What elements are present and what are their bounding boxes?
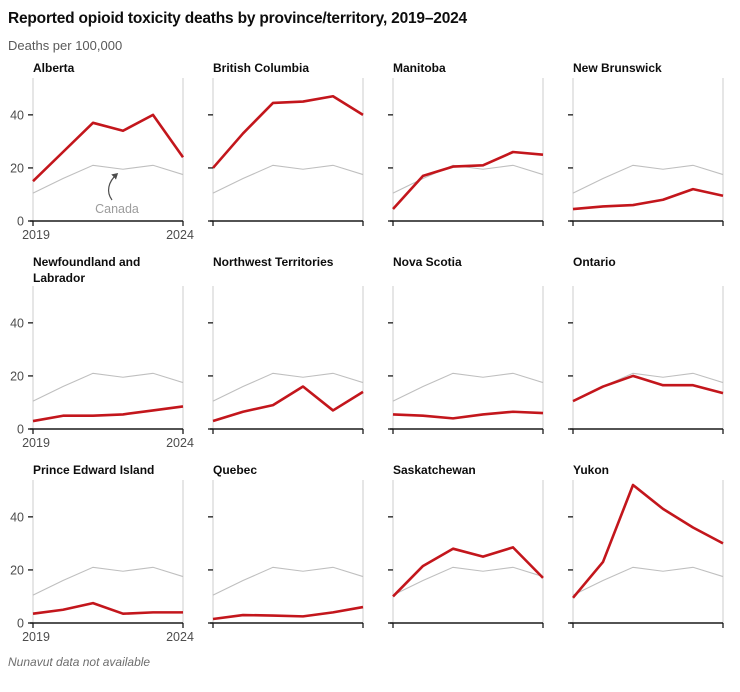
province-line xyxy=(32,113,185,183)
province-line xyxy=(392,410,544,420)
province-line xyxy=(212,385,364,423)
y-tick-label: 0 xyxy=(17,423,24,437)
panel-alberta: Alberta 0 20 40 2019 2024 Canada xyxy=(10,61,194,242)
panel-ontario: Ontario xyxy=(568,255,724,449)
panel-chart xyxy=(568,286,724,434)
x-tick-label-end: 2024 xyxy=(166,436,194,450)
canada-line xyxy=(32,372,184,402)
canada-annotation-label: Canada xyxy=(95,202,139,216)
panel-title: Northwest Territories xyxy=(213,255,334,269)
y-tick-label: 20 xyxy=(10,563,24,577)
province-line xyxy=(32,601,183,616)
province-line xyxy=(572,187,724,211)
canada-line xyxy=(32,566,184,596)
panel-chart xyxy=(208,480,364,628)
panel-title: Prince Edward Island xyxy=(33,463,155,477)
panel-title: Alberta xyxy=(33,61,75,75)
canada-line xyxy=(212,566,364,596)
panel-prince-edward-island: Prince Edward Island 0 20 40 2019 2024 xyxy=(10,463,194,644)
canada-line xyxy=(572,566,724,596)
province-line xyxy=(572,483,724,599)
page: Reported opioid toxicity deaths by provi… xyxy=(8,10,730,669)
panel-chart xyxy=(568,78,724,226)
small-multiples-grid: Alberta 0 20 40 2019 2024 Canada British Columb… xyxy=(10,61,730,644)
y-tick-label: 40 xyxy=(10,316,24,330)
panel-chart: 0 20 40 2019 2024 xyxy=(10,286,194,450)
panel-title: Nova Scotia xyxy=(393,255,462,269)
panel-chart xyxy=(568,480,724,628)
panel-british-columbia: British Columbia xyxy=(208,61,364,241)
panel-quebec: Quebec xyxy=(208,463,364,643)
y-tick-label: 0 xyxy=(17,617,24,631)
panel-chart: 0 20 40 2019 2024 xyxy=(10,480,194,644)
panel-chart xyxy=(388,78,544,226)
panel-chart: 0 20 40 2019 2024 Canada xyxy=(10,78,194,242)
panel-title: Manitoba xyxy=(393,61,446,75)
panel-title: Yukon xyxy=(573,463,610,477)
province-line xyxy=(392,150,544,210)
panel-chart xyxy=(208,286,364,434)
y-tick-label: 40 xyxy=(10,108,24,122)
province-line xyxy=(32,405,184,423)
panel-newfoundland-and-labrador: Newfoundland and Labrador 0 20 40 2019 2024 xyxy=(10,255,194,450)
panel-chart xyxy=(388,480,544,628)
canada-line xyxy=(392,566,544,596)
panel-title: Newfoundland and Labrador xyxy=(33,255,141,285)
province-line xyxy=(392,546,544,598)
y-tick-label: 20 xyxy=(10,161,24,175)
panel-new-brunswick: New Brunswick xyxy=(568,61,724,241)
y-tick-label: 20 xyxy=(10,369,24,383)
panel-title: Quebec xyxy=(213,463,258,477)
x-tick-label-end: 2024 xyxy=(166,630,194,644)
canada-line xyxy=(212,164,364,194)
canada-line xyxy=(572,164,724,194)
y-tick-label: 40 xyxy=(10,510,24,524)
canada-line xyxy=(392,164,544,194)
panel-manitoba: Manitoba xyxy=(388,61,544,241)
panel-saskatchewan: Saskatchewan xyxy=(388,463,544,643)
canada-line xyxy=(32,164,184,194)
y-tick-label: 0 xyxy=(17,215,24,229)
x-tick-label-end: 2024 xyxy=(166,228,194,242)
panel-title: Saskatchewan xyxy=(393,463,476,477)
panel-northwest-territories: Northwest Territories xyxy=(208,255,364,449)
panel-title: Ontario xyxy=(573,255,616,269)
chart-title: Reported opioid toxicity deaths by provi… xyxy=(8,10,467,27)
chart-subtitle: Deaths per 100,000 xyxy=(8,38,123,53)
panel-chart xyxy=(208,78,364,226)
panel-yukon: Yukon xyxy=(568,463,724,643)
panel-chart xyxy=(388,286,544,434)
canada-line xyxy=(212,372,364,402)
x-tick-label-start: 2019 xyxy=(22,228,50,242)
panel-nova-scotia: Nova Scotia xyxy=(388,255,544,449)
province-line xyxy=(212,605,364,621)
x-tick-label-start: 2019 xyxy=(22,630,50,644)
province-line xyxy=(212,94,364,169)
province-line xyxy=(572,374,724,403)
footnote: Nunavut data not available xyxy=(8,655,151,669)
canada-annotation-arrow xyxy=(107,173,119,201)
panel-title: British Columbia xyxy=(213,61,310,75)
x-tick-label-start: 2019 xyxy=(22,436,50,450)
canada-line xyxy=(392,372,544,402)
panel-title: New Brunswick xyxy=(573,61,662,75)
